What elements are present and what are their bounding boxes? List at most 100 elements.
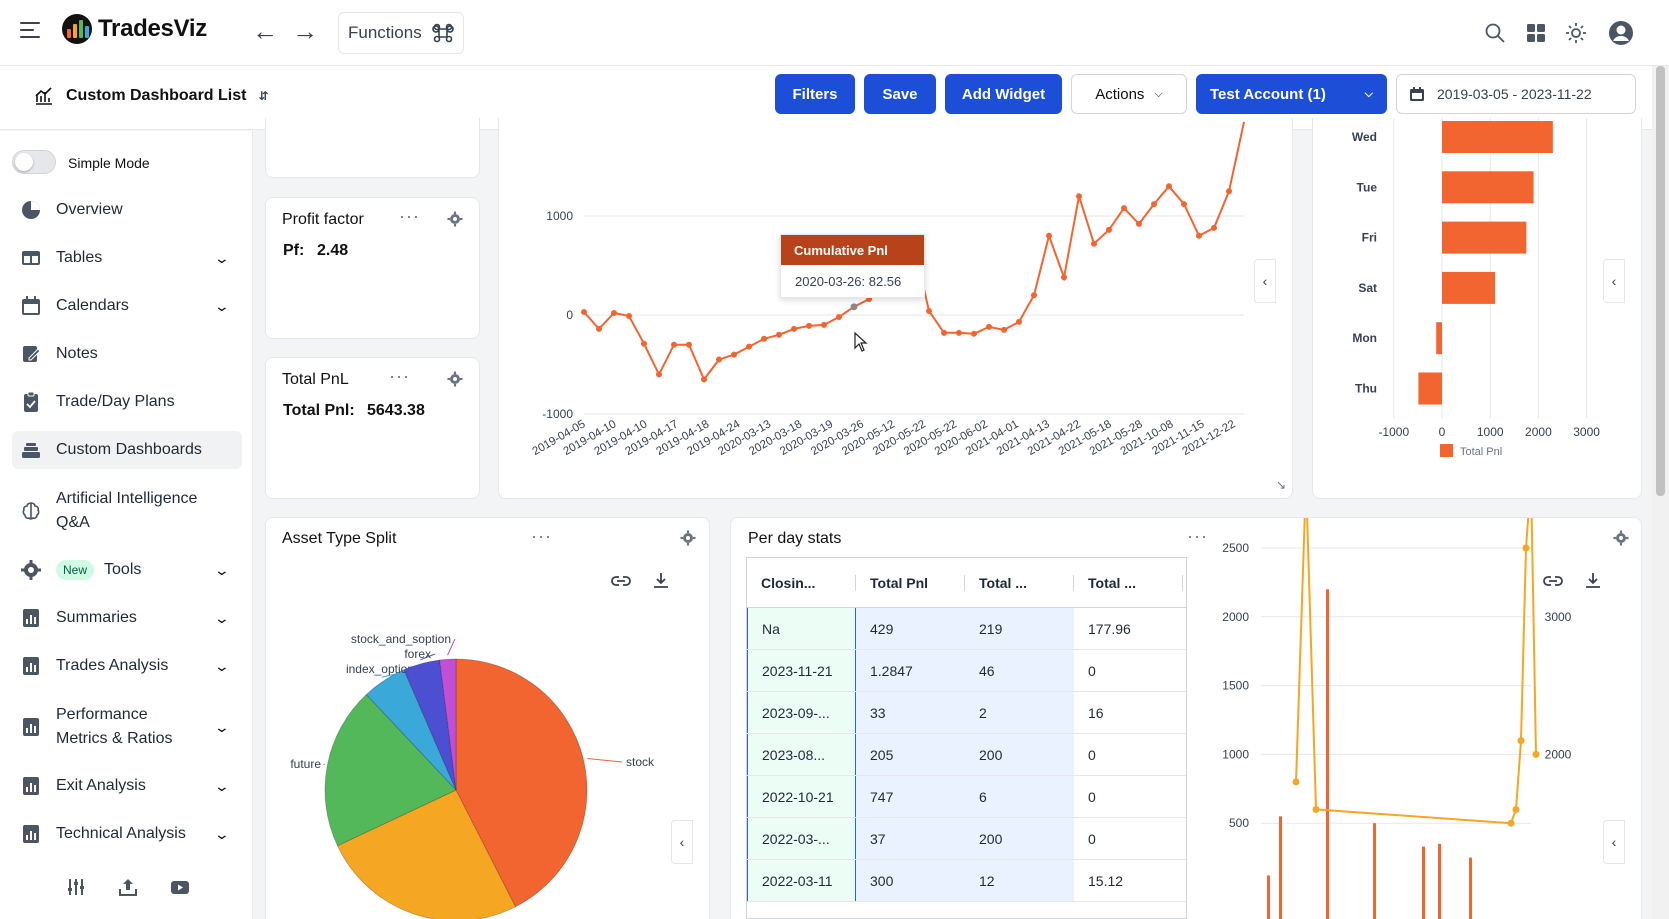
table-row[interactable]: 2022-10-21 747 6 0 (747, 776, 1186, 818)
table-cell[interactable]: 16 (1074, 692, 1183, 733)
sidebar-item-performance-metrics[interactable]: Performance Metrics & Ratios ⌄ (12, 702, 242, 752)
sidebar-item-trades-analysis[interactable]: Trades Analysis ⌄ (12, 651, 242, 681)
sidebar-item-ai-qa[interactable]: Artificial Intelligence Q&A (12, 486, 242, 536)
sidebar-item-label: Overview (56, 201, 123, 218)
table-cell[interactable]: 12 (965, 860, 1074, 901)
collapse-panel-tab[interactable]: ‹ (1254, 259, 1276, 303)
menu-icon[interactable] (20, 22, 40, 40)
sidebar-item-calendars[interactable]: Calendars ⌄ (12, 291, 242, 321)
per-day-stats-table: Closin... Total Pnl Total ... Total ... … (746, 557, 1187, 919)
actions-dropdown[interactable]: Actions ⌵ (1071, 74, 1187, 114)
date-range-picker[interactable]: 2019-03-05 - 2023-11-22 (1396, 74, 1636, 114)
table-cell[interactable]: 2022-03-11 (747, 860, 856, 901)
table-cell[interactable]: 46 (965, 650, 1074, 691)
table-cell[interactable]: 219 (965, 608, 1074, 649)
resize-handle-icon[interactable]: ↘ (1276, 478, 1287, 492)
table-cell[interactable]: 200 (965, 818, 1074, 859)
upload-icon[interactable] (118, 877, 138, 897)
table-cell[interactable]: 33 (856, 692, 965, 733)
theme-sun-icon[interactable] (1565, 22, 1587, 44)
sidebar-item-notes[interactable]: Notes (12, 339, 242, 369)
add-widget-button[interactable]: Add Widget (945, 74, 1062, 114)
table-row[interactable]: Na 429 219 177.96 (747, 608, 1186, 650)
table-cell[interactable]: 37 (856, 818, 965, 859)
collapse-panel-tab[interactable]: ‹ (1603, 820, 1625, 864)
bar (1267, 875, 1270, 919)
logo[interactable]: TradesViz (62, 14, 207, 44)
more-options-icon[interactable]: ··· (1187, 526, 1208, 546)
data-point (1517, 737, 1525, 745)
download-icon[interactable] (1584, 571, 1602, 589)
data-point (1001, 326, 1007, 333)
sliders-icon[interactable] (66, 877, 86, 897)
table-cell[interactable]: 177.96 (1074, 608, 1183, 649)
download-icon[interactable] (652, 571, 670, 589)
dashboard-list-selector[interactable]: Custom Dashboard List ⇵ (34, 86, 269, 106)
table-cell[interactable]: 2022-10-21 (747, 776, 856, 817)
gear-icon[interactable] (680, 530, 696, 546)
table-row[interactable]: 2022-03-... 37 200 0 (747, 818, 1186, 860)
column-header[interactable]: Total Pnl (856, 558, 965, 607)
table-cell[interactable]: 200 (965, 734, 1074, 775)
link-icon[interactable] (1543, 573, 1563, 589)
table-cell[interactable]: 2022-03-... (747, 818, 856, 859)
save-button[interactable]: Save (864, 74, 936, 114)
column-header[interactable]: Total ... (965, 558, 1074, 607)
table-row[interactable]: 2022-03-11 300 12 15.12 (747, 860, 1186, 902)
back-arrow-icon[interactable]: ← (252, 16, 278, 46)
youtube-icon[interactable] (170, 877, 190, 897)
table-cell[interactable]: 0 (1074, 776, 1183, 817)
sidebar-item-trade-day-plans[interactable]: Trade/Day Plans (12, 387, 242, 417)
table-cell[interactable]: 6 (965, 776, 1074, 817)
more-options-icon[interactable]: ··· (531, 526, 552, 546)
table-row[interactable]: 2023-08... 205 200 0 (747, 734, 1186, 776)
table-cell[interactable]: 2 (965, 692, 1074, 733)
sidebar-item-tools[interactable]: New Tools ⌄ (12, 555, 242, 585)
simple-mode-toggle[interactable] (12, 150, 56, 174)
data-point (716, 356, 722, 363)
table-cell[interactable]: 429 (856, 608, 965, 649)
table-cell[interactable]: 2023-09-... (747, 692, 856, 733)
sidebar-item-custom-dashboards[interactable]: Custom Dashboards (12, 431, 242, 469)
gear-icon[interactable] (1613, 530, 1629, 546)
table-cell[interactable]: 747 (856, 776, 965, 817)
table-cell[interactable]: 0 (1074, 818, 1183, 859)
collapse-panel-tab[interactable]: ‹ (1603, 259, 1625, 303)
column-header[interactable]: Total ... (1074, 558, 1183, 607)
table-cell[interactable]: 2023-11-21 (747, 650, 856, 691)
table-cell[interactable]: 0 (1074, 650, 1183, 691)
data-point (761, 335, 767, 342)
table-cell[interactable]: 205 (856, 734, 965, 775)
chevron-down-icon: ⌄ (213, 719, 231, 735)
gear-icon[interactable] (447, 211, 463, 227)
table-cell[interactable]: 0 (1074, 734, 1183, 775)
link-icon[interactable] (611, 573, 631, 589)
table-cell[interactable]: 2023-08... (747, 734, 856, 775)
account-selector[interactable]: Test Account (1) ⌵ (1196, 74, 1387, 114)
column-header[interactable]: Closin... (747, 558, 856, 607)
sidebar-item-overview[interactable]: Overview (12, 195, 242, 225)
scrollbar-thumb[interactable] (1656, 66, 1665, 496)
apps-grid-icon[interactable] (1525, 22, 1547, 44)
collapse-panel-tab[interactable]: ‹ (671, 820, 693, 864)
sidebar-item-tables[interactable]: Tables ⌄ (12, 243, 242, 273)
table-cell[interactable]: 300 (856, 860, 965, 901)
sidebar-item-technical-analysis[interactable]: Technical Analysis ⌄ (12, 819, 242, 849)
user-avatar-icon[interactable] (1608, 20, 1634, 46)
more-options-icon[interactable]: ··· (389, 366, 410, 386)
table-cell[interactable]: 15.12 (1074, 860, 1183, 901)
search-icon[interactable] (1484, 22, 1506, 44)
more-options-icon[interactable]: ··· (399, 206, 420, 226)
data-point (850, 303, 858, 311)
table-row[interactable]: 2023-11-21 1.2847 46 0 (747, 650, 1186, 692)
gear-icon[interactable] (447, 371, 463, 387)
functions-button[interactable]: Functions (338, 12, 464, 54)
table-cell[interactable]: Na (747, 608, 856, 649)
forward-arrow-icon[interactable]: → (292, 16, 318, 46)
sidebar-item-exit-analysis[interactable]: Exit Analysis ⌄ (12, 771, 242, 801)
filters-button[interactable]: Filters (775, 74, 855, 114)
sidebar-item-summaries[interactable]: Summaries ⌄ (12, 603, 242, 633)
page-scrollbar[interactable] (1652, 66, 1669, 919)
table-cell[interactable]: 1.2847 (856, 650, 965, 691)
table-row[interactable]: 2023-09-... 33 2 16 (747, 692, 1186, 734)
